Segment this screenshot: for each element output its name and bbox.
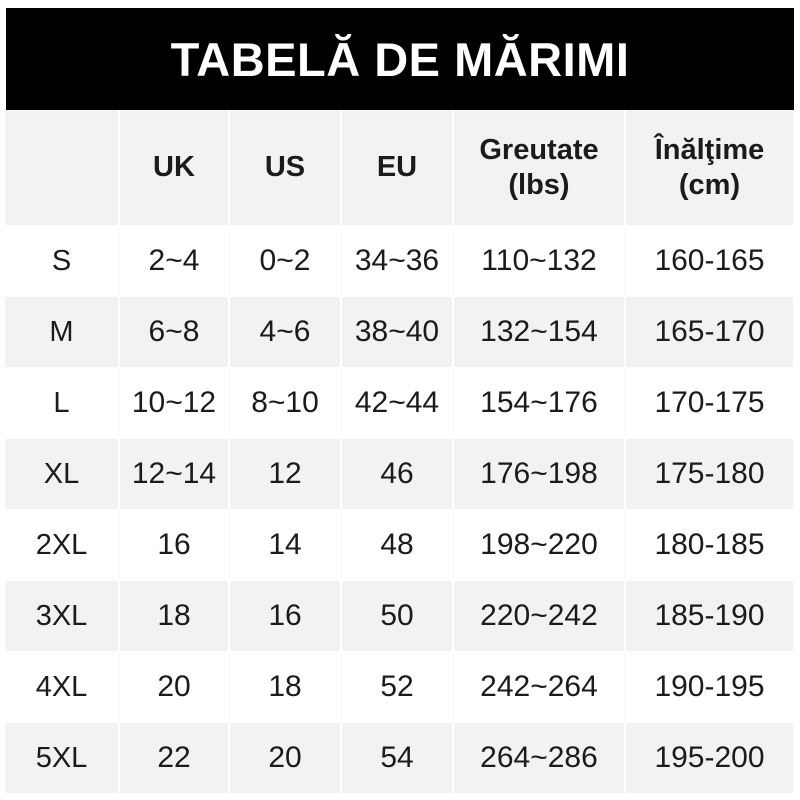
cell-eu: 54 (340, 723, 452, 793)
cell-uk: 18 (118, 581, 228, 651)
cell-eu: 52 (340, 652, 452, 722)
header-cell-size (5, 110, 118, 225)
cell-height: 195-200 (624, 723, 793, 793)
table-row: 3XL 18 16 50 220~242 185-190 (0, 580, 800, 651)
cell-eu: 50 (340, 581, 452, 651)
cell-eu: 42~44 (340, 368, 452, 438)
cell-us: 12 (228, 439, 340, 509)
table-row: L 10~12 8~10 42~44 154~176 170-175 (0, 367, 800, 438)
cell-size: XL (43, 457, 80, 490)
cell-weight: 242~264 (452, 652, 624, 722)
cell-eu: 38~40 (340, 297, 452, 367)
cell-us: 20 (228, 723, 340, 793)
cell-weight: 132~154 (452, 297, 624, 367)
table-row: 4XL 20 18 52 242~264 190-195 (0, 651, 800, 722)
cell-height: 190-195 (624, 652, 793, 722)
title-banner: TABELĂ DE MĂRIMI (6, 8, 794, 110)
cell-size: 2XL (35, 528, 88, 561)
table-row: XL 12~14 12 46 176~198 175-180 (0, 438, 800, 509)
cell-size: M (49, 315, 74, 348)
cell-uk: 16 (118, 510, 228, 580)
table-row: 5XL 22 20 54 264~286 195-200 (0, 722, 800, 793)
cell-height: 180-185 (624, 510, 793, 580)
cell-uk: 20 (118, 652, 228, 722)
cell-us: 0~2 (228, 226, 340, 296)
cell-uk: 6~8 (118, 297, 228, 367)
size-chart-table: UK US EU Greutate (lbs) (0, 110, 800, 793)
cell-size: 4XL (35, 670, 88, 703)
header-cell-eu: EU (340, 110, 452, 225)
cell-weight: 198~220 (452, 510, 624, 580)
table-row: S 2~4 0~2 34~36 110~132 160-165 (0, 225, 800, 296)
cell-us: 14 (228, 510, 340, 580)
cell-weight: 154~176 (452, 368, 624, 438)
cell-uk: 12~14 (118, 439, 228, 509)
table-row: 2XL 16 14 48 198~220 180-185 (0, 509, 800, 580)
cell-size: 3XL (35, 599, 88, 632)
cell-us: 18 (228, 652, 340, 722)
page-title: TABELĂ DE MĂRIMI (170, 32, 630, 86)
cell-size: S (51, 244, 72, 277)
cell-uk: 22 (118, 723, 228, 793)
cell-height: 185-190 (624, 581, 793, 651)
cell-size: 5XL (35, 741, 88, 774)
table-row: M 6~8 4~6 38~40 132~154 165-170 (0, 296, 800, 367)
cell-height: 165-170 (624, 297, 793, 367)
header-cell-weight: Greutate (lbs) (452, 110, 624, 225)
cell-weight: 110~132 (452, 226, 624, 296)
cell-us: 4~6 (228, 297, 340, 367)
cell-eu: 34~36 (340, 226, 452, 296)
cell-height: 170-175 (624, 368, 793, 438)
cell-height: 160-165 (624, 226, 793, 296)
header-cell-height: Înălţime (cm) (624, 110, 793, 225)
cell-weight: 176~198 (452, 439, 624, 509)
cell-us: 16 (228, 581, 340, 651)
table-header-row: UK US EU Greutate (lbs) (0, 110, 800, 225)
cell-height: 175-180 (624, 439, 793, 509)
cell-uk: 2~4 (118, 226, 228, 296)
cell-eu: 48 (340, 510, 452, 580)
cell-us: 8~10 (228, 368, 340, 438)
header-cell-uk: UK (118, 110, 228, 225)
cell-weight: 264~286 (452, 723, 624, 793)
cell-size: L (53, 386, 70, 419)
cell-weight: 220~242 (452, 581, 624, 651)
header-cell-us: US (228, 110, 340, 225)
cell-eu: 46 (340, 439, 452, 509)
cell-uk: 10~12 (118, 368, 228, 438)
